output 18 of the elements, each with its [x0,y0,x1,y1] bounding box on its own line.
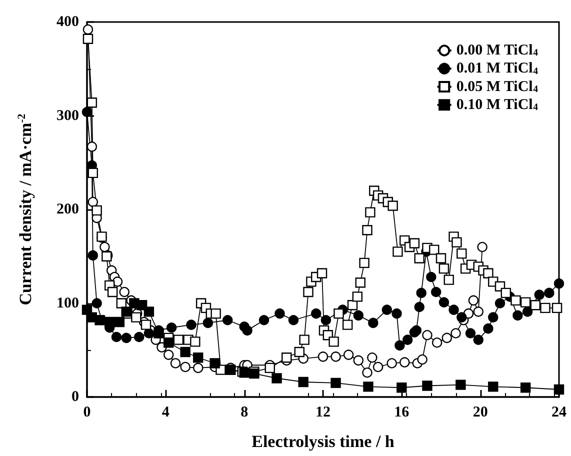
y-tick-label: 100 [56,295,79,312]
x-tick-label: 0 [83,404,91,420]
y-axis-title: Current density / mA·cm-2 [16,113,36,306]
y-tick-label: 400 [56,14,79,30]
x-tick-label: 20 [472,404,488,420]
legend-label: 0.10 M TiCl4 [456,96,538,113]
x-tick-label: 4 [162,404,170,420]
x-tick-label: 8 [240,404,248,420]
x-tick-label: 24 [552,404,567,420]
x-axis-title: Electrolysis time / h [252,432,395,451]
y-tick-label: 200 [56,202,79,218]
legend-label: 0.05 M TiCl4 [456,78,538,95]
y-tick-label: 0 [72,389,79,405]
legend-label: 0.00 M TiCl4 [456,42,538,59]
legend-label: 0.01 M TiCl4 [456,60,538,77]
x-tick-label: 12 [316,404,330,420]
x-tick-label: 16 [394,404,410,420]
y-tick-label: 300 [56,108,79,124]
